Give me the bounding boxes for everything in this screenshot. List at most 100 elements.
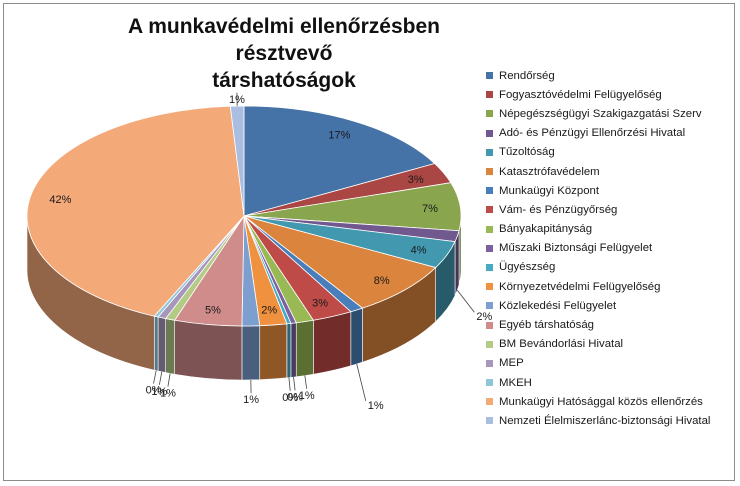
legend-swatch (486, 91, 493, 99)
legend-label: MEP (499, 357, 524, 370)
leader-line (158, 371, 163, 385)
legend-item: Nemzeti Élelmiszerlánc-biztonsági Hivata… (486, 411, 736, 430)
legend-swatch (486, 359, 493, 367)
legend-item: Tűzoltóság (486, 143, 736, 162)
legend-item: Rendőrség (486, 66, 736, 85)
legend-swatch (486, 263, 493, 271)
pie-side (290, 322, 297, 378)
legend-item: Munkaügyi Központ (486, 181, 736, 200)
legend-swatch (486, 110, 493, 118)
leader-line (167, 373, 171, 387)
data-label: 4% (411, 244, 427, 256)
legend-item: BM Bevándorlási Hivatal (486, 335, 736, 354)
data-label: 7% (422, 203, 438, 215)
pie-side (350, 307, 363, 367)
legend-label: Nemzeti Élelmiszerlánc-biztonsági Hivata… (499, 414, 711, 427)
data-label: 17% (328, 130, 350, 142)
legend-swatch (486, 206, 493, 214)
pie-side (313, 311, 352, 375)
leader-line (456, 289, 475, 313)
legend-item: Műszaki Biztonsági Felügyelet (486, 239, 736, 258)
leader-line (356, 363, 367, 401)
legend-label: Egyéb társhatóság (499, 319, 594, 332)
legend-label: Vám- és Pénzügyőrség (499, 203, 618, 216)
legend-item: Vám- és Pénzügyőrség (486, 200, 736, 219)
legend-label: Fogyasztóvédelmi Felügyelőség (499, 88, 662, 101)
legend-swatch (486, 168, 493, 176)
legend-label: Műszaki Biztonsági Felügyelet (499, 242, 653, 255)
legend-label: Népegészségügyi Szakigazgatási Szerv (499, 107, 702, 120)
legend-swatch (486, 283, 493, 291)
chart-title-line-1: A munkavédelmi ellenőrzésben résztvevő (128, 15, 440, 65)
legend-label: Közlekedési Felügyelet (499, 299, 617, 312)
legend-item: MEP (486, 354, 736, 373)
leader-line (153, 370, 157, 384)
data-label: 5% (205, 304, 221, 316)
legend-item: Fogyasztóvédelmi Felügyelőség (486, 85, 736, 104)
legend: Rendőrség Fogyasztóvédelmi Felügyelőség Né… (486, 66, 736, 431)
pie-side (165, 318, 175, 375)
legend-label: BM Bevándorlási Hivatal (499, 338, 624, 351)
data-label: 0% (282, 392, 298, 404)
legend-swatch (486, 321, 493, 329)
legend-swatch (486, 148, 493, 156)
pie-side (241, 325, 261, 381)
legend-item: Népegészségügyi Szakigazgatási Szerv (486, 104, 736, 123)
data-label: 0% (287, 391, 303, 403)
data-label: 1% (299, 390, 315, 402)
legend-label: Rendőrség (499, 69, 555, 82)
legend-label: Katasztrófavédelem (499, 165, 600, 178)
legend-item: Környezetvédelmi Felügyelőség (486, 277, 736, 296)
legend-label: Adó- és Pénzügyi Ellenőrzési Hivatal (499, 127, 686, 140)
leader-line (288, 377, 291, 391)
legend-item: MKEH (486, 373, 736, 392)
pie-slice (26, 105, 245, 317)
data-label: 8% (374, 275, 390, 287)
legend-item: Ügyészség (486, 258, 736, 277)
legend-swatch (486, 340, 493, 348)
legend-label: Ügyészség (499, 261, 556, 274)
legend-label: Környezetvédelmi Felügyelőség (499, 280, 661, 293)
data-label: 2% (476, 311, 492, 323)
data-label: 1% (243, 394, 259, 406)
legend-swatch (486, 225, 493, 233)
legend-item: Bányakapitányság (486, 220, 736, 239)
legend-item: Adó- és Pénzügyi Ellenőrzési Hivatal (486, 124, 736, 143)
data-label: 3% (408, 174, 424, 186)
data-label: 1% (229, 94, 245, 106)
data-label: 0% (146, 385, 162, 397)
legend-label: Munkaügyi Központ (499, 184, 600, 197)
legend-item: Egyéb társhatóság (486, 315, 736, 334)
pie-side (157, 316, 166, 373)
data-label: 3% (312, 297, 328, 309)
legend-swatch (486, 398, 493, 406)
legend-label: MKEH (499, 376, 532, 389)
legend-swatch (486, 417, 493, 425)
data-label: 1% (151, 386, 167, 398)
legend-item: Katasztrófavédelem (486, 162, 736, 181)
legend-label: Bányakapitányság (499, 223, 593, 236)
legend-label: Munkaügyi Hatósággal közös ellenőrzés (499, 395, 703, 408)
pie-side (259, 323, 288, 381)
pie-side (174, 319, 243, 381)
legend-item: Munkaügyi Hatósággal közös ellenőrzés (486, 392, 736, 411)
data-labels: 17%3%7%4%8%3%1%0%0%2%1%5%1%1%0%42%1%2%1% (49, 92, 492, 412)
legend-swatch (486, 244, 493, 252)
pie-side-walls (26, 215, 462, 381)
legend-swatch (486, 187, 493, 195)
data-label: 42% (49, 194, 71, 206)
leader-line (293, 377, 296, 391)
pie-side (286, 323, 292, 379)
pie-slice (243, 215, 437, 309)
pie-side (295, 319, 314, 378)
legend-swatch (486, 379, 493, 387)
legend-swatch (486, 302, 493, 310)
legend-swatch (486, 129, 493, 137)
chart-title: A munkavédelmi ellenőrzésben résztvevő t… (84, 13, 484, 94)
chart-title-line-2: társhatóságok (212, 69, 356, 92)
data-label: 2% (261, 305, 277, 317)
legend-label: Tűzoltóság (499, 146, 555, 159)
data-label: 1% (368, 400, 384, 412)
data-label: 1% (160, 388, 176, 400)
